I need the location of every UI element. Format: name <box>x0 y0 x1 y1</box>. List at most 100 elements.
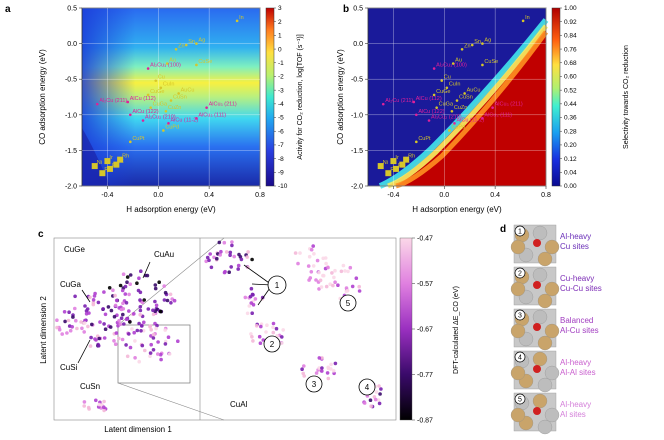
scatter-point <box>66 318 71 323</box>
b-colorbar-tick-label: 0.28 <box>564 128 577 135</box>
scatter-point <box>118 283 123 288</box>
scatter-point <box>130 327 134 331</box>
atom <box>537 293 553 309</box>
callout-1: 1 <box>267 275 287 295</box>
scatter-point <box>159 357 163 362</box>
a-colorbar-tick-label: 1 <box>278 33 282 40</box>
point-label: Sn <box>474 39 481 45</box>
scatter-point <box>312 252 316 256</box>
point-label: Zn <box>178 43 184 49</box>
scatter-point <box>271 321 276 326</box>
scatter-point <box>324 284 329 289</box>
cluster-label-cuge: CuGe <box>64 245 85 254</box>
scatter-point <box>133 339 137 343</box>
point-marker <box>195 63 198 67</box>
scatter-point <box>378 392 382 396</box>
colorbar-label-b: Selectivity towards CO₂ reduction <box>623 45 630 149</box>
scatter-point <box>265 323 269 328</box>
scatter-point <box>320 369 324 373</box>
scatter-point <box>308 276 313 280</box>
scatter-point <box>84 312 89 316</box>
point-ni <box>91 163 98 170</box>
point-pd <box>106 165 113 172</box>
scatter-point <box>259 324 263 329</box>
scatter-point <box>124 317 129 322</box>
scatter-point <box>88 344 93 348</box>
latent-space-plot <box>53 237 397 421</box>
c-colorbar-tick-label: -0.77 <box>417 372 433 379</box>
oxygen-atom <box>533 281 541 289</box>
scatter-point <box>307 254 312 259</box>
a-colorbar-tick-label: -1 <box>278 60 284 67</box>
scatter-point <box>163 342 168 346</box>
scatter-point <box>333 268 337 273</box>
point-marker <box>174 47 178 51</box>
b-y-tick-label: -1.0 <box>351 112 363 119</box>
scatter-point <box>306 264 311 268</box>
scatter-point <box>121 272 126 277</box>
point-marker <box>159 86 163 90</box>
atom <box>532 309 548 325</box>
scatter-point <box>315 258 320 263</box>
scatter-point <box>121 301 125 306</box>
scatter-point <box>142 320 146 325</box>
zoom-box <box>117 324 191 384</box>
b-x-tick-label: -0.4 <box>387 192 399 199</box>
scatter-point <box>249 286 254 291</box>
scatter-point <box>330 271 334 275</box>
scatter-point <box>219 249 223 254</box>
scatter-point <box>113 293 117 298</box>
cluster-label-cuau: CuAu <box>154 250 174 259</box>
b-colorbar-tick-label: 0.68 <box>564 60 577 67</box>
point-marker <box>470 43 474 47</box>
scatter-point <box>91 298 96 302</box>
panel-c: c CuGe CuAu CuGa CuSi CuSn CuAl 1 2 3 <box>38 229 460 434</box>
scatter-point <box>138 305 143 309</box>
scatter-point <box>120 337 125 342</box>
scatter-point <box>362 401 367 405</box>
scatter-point <box>154 326 158 331</box>
scatter-point <box>227 270 231 275</box>
scatter-point <box>239 257 244 262</box>
scatter-point <box>138 290 143 295</box>
scatter-point <box>264 330 268 334</box>
b-y-tick-label: -0.5 <box>351 77 363 84</box>
scatter-point <box>223 269 227 274</box>
a-y-tick-label: 0.5 <box>67 6 77 13</box>
scatter-point <box>83 304 87 308</box>
scatter-point <box>148 354 152 359</box>
scatter-point <box>250 257 254 262</box>
scatter-point <box>344 289 349 294</box>
scatter-point <box>245 255 249 259</box>
point-label: Rh <box>408 154 415 160</box>
atom <box>544 407 560 423</box>
scatter-point <box>124 343 128 347</box>
point-pd <box>392 165 399 172</box>
scatter-point <box>280 341 284 345</box>
scatter-point <box>162 284 166 288</box>
site-label-line2: Al-Al sites <box>560 368 596 377</box>
a-colorbar-tick-label: -2 <box>278 74 284 81</box>
scatter-point <box>230 240 234 244</box>
point-marker <box>126 100 130 104</box>
point-label: Au <box>169 58 176 64</box>
svg-text:5: 5 <box>346 299 351 308</box>
scatter-point <box>271 325 275 330</box>
atom <box>510 323 526 339</box>
b-x-tick-label: 0.0 <box>439 192 449 199</box>
scatter-point <box>168 292 173 297</box>
point-marker <box>432 93 436 97</box>
point-label: Al₂Cu₃ (100) <box>436 63 467 69</box>
site-label-line2: Cu-Cu sites <box>560 284 602 293</box>
site-label-line2: Cu sites <box>560 242 589 251</box>
scatter-point <box>73 306 77 311</box>
point-label: Pt <box>404 159 410 165</box>
point-marker <box>129 113 132 117</box>
point-marker <box>453 122 456 125</box>
b-colorbar-tick-label: 0.60 <box>564 74 577 81</box>
x-axis-label-a: H adsorption energy (eV) <box>126 205 216 214</box>
a-colorbar-tick-label: -8 <box>278 156 284 163</box>
a-x-tick-label: 0.8 <box>255 192 265 199</box>
point-marker <box>415 140 418 144</box>
point-rh <box>117 156 124 163</box>
